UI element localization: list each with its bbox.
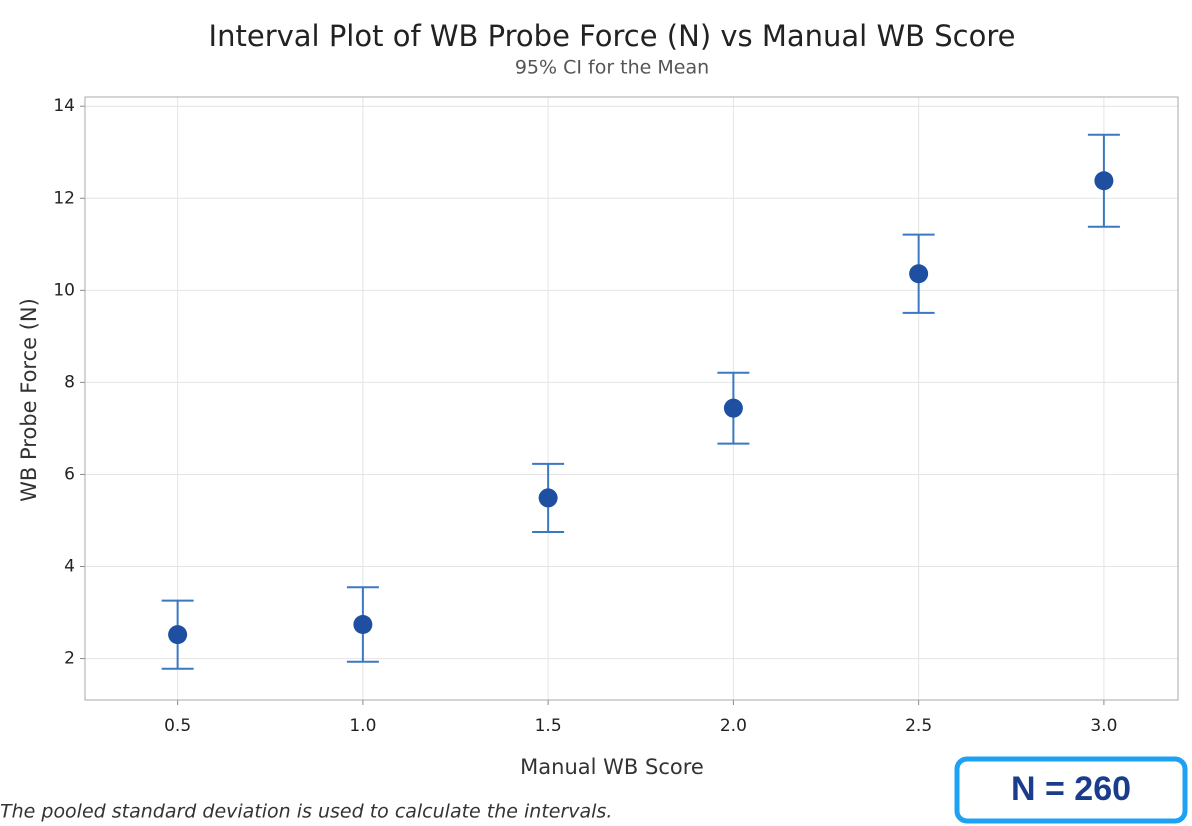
y-tick-label: 2 [64, 649, 75, 669]
y-tick-label: 8 [64, 372, 75, 392]
x-tick-label: 2.5 [905, 716, 932, 736]
x-tick-label: 1.0 [349, 716, 376, 736]
x-tick-label: 1.5 [535, 716, 562, 736]
footnote: The pooled standard deviation is used to… [0, 801, 612, 823]
y-tick-label: 4 [64, 557, 75, 577]
y-tick-label: 10 [53, 280, 75, 300]
mean-point [1094, 171, 1114, 191]
chart-title: Interval Plot of WB Probe Force (N) vs M… [209, 19, 1016, 53]
annotation: N = 260 [1011, 770, 1131, 808]
x-tick-label: 0.5 [164, 716, 191, 736]
y-tick-label: 6 [64, 464, 75, 484]
y-tick-label: 12 [53, 188, 75, 208]
mean-point [909, 264, 929, 284]
mean-point [353, 615, 373, 635]
chart-subtitle: 95% CI for the Mean [515, 57, 709, 79]
mean-point [538, 488, 558, 508]
x-tick-label: 2.0 [720, 716, 747, 736]
plot-frame [84, 96, 1179, 701]
annotation-box [954, 756, 1188, 824]
x-tick-label: 3.0 [1090, 716, 1117, 736]
mean-point [723, 398, 743, 418]
mean-point [168, 625, 188, 645]
y-axis-label: WB Probe Force (N) [17, 298, 41, 502]
x-axis-label: Manual WB Score [520, 755, 704, 779]
y-tick-label: 14 [53, 96, 75, 116]
